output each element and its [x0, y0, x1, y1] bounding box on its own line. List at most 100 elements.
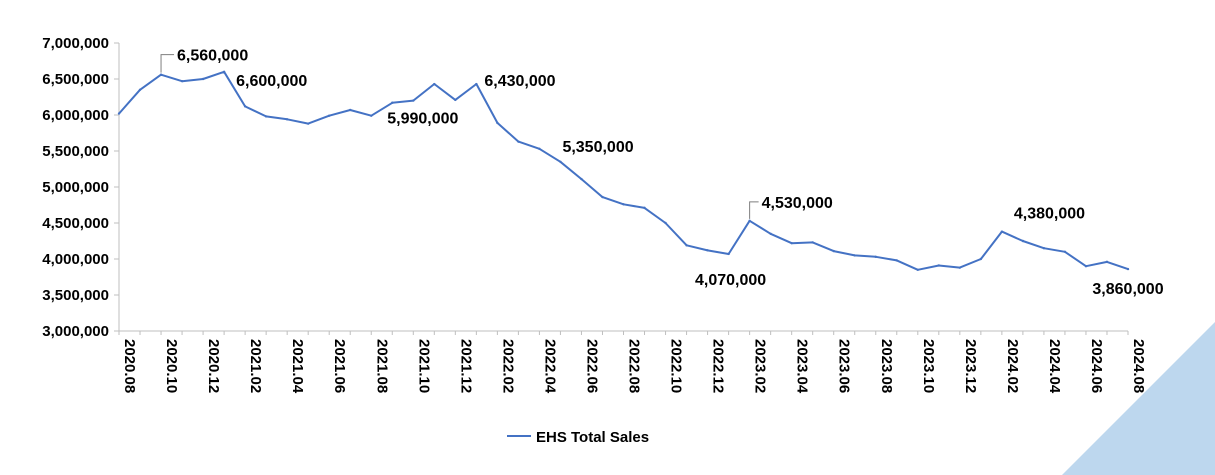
data-point: [243, 105, 247, 108]
y-tick-label: 6,500,000: [42, 71, 109, 88]
x-tick-label: 2022.02: [499, 339, 516, 393]
data-point: [538, 147, 541, 151]
data-labels: 6,560,000 6,600,000 5,990,000 6,430,000 5,35…: [160, 48, 1164, 298]
data-point: [685, 244, 688, 247]
x-tick-label: 2022.06: [583, 339, 600, 393]
data-point: [180, 79, 184, 83]
y-tick-label: 4,500,000: [42, 215, 109, 232]
data-point: [517, 140, 520, 143]
data-point: [475, 82, 478, 86]
data-point: [937, 264, 941, 267]
x-tick-label: 2021.08: [373, 339, 390, 393]
data-point: [264, 115, 268, 118]
data-point: [117, 112, 121, 115]
x-tick-label: 2021.02: [247, 339, 264, 393]
data-point: [328, 114, 331, 117]
data-point: [433, 82, 436, 86]
x-tick-label: 2023.08: [878, 339, 895, 393]
x-tick-label: 2024.02: [1004, 339, 1021, 393]
data-point: [138, 88, 142, 92]
data-point: [916, 268, 919, 271]
corner-decoration: [1062, 322, 1215, 475]
y-tick-label: 3,000,000: [42, 323, 109, 340]
x-tick-label: 2022.08: [626, 339, 643, 393]
y-tick-label: 5,000,000: [42, 179, 109, 196]
series-group: [117, 70, 1130, 271]
x-tick-label: 2022.04: [541, 339, 558, 394]
legend: EHS Total Sales: [507, 429, 649, 446]
data-label: 4,070,000: [695, 272, 766, 289]
data-point: [1042, 247, 1046, 250]
x-tick-label: 2024.06: [1088, 339, 1105, 393]
data-point: [748, 219, 751, 223]
y-tick-label: 6,000,000: [42, 107, 109, 124]
y-tick-label: 4,000,000: [42, 251, 109, 268]
data-point: [1063, 250, 1067, 253]
x-tick-label: 2023.02: [752, 339, 769, 393]
data-point: [769, 232, 772, 235]
x-tick-label: 2021.10: [415, 339, 432, 393]
data-point: [559, 160, 562, 163]
data-label: 6,600,000: [236, 73, 307, 90]
data-label: 4,530,000: [762, 195, 833, 212]
data-point: [1084, 265, 1088, 268]
x-tick-label: 2020.10: [163, 339, 180, 393]
data-point: [391, 101, 394, 104]
x-tick-label: 2022.10: [668, 339, 685, 393]
data-label: 4,380,000: [1014, 206, 1085, 223]
series-line-ehs-total-sales: [118, 70, 1129, 271]
leader-line: [160, 54, 175, 73]
data-point: [412, 99, 415, 102]
leader-line: [749, 201, 759, 219]
data-point: [496, 121, 499, 125]
x-tick-label: 2021.06: [331, 339, 348, 393]
x-tick-label: 2020.08: [121, 339, 138, 393]
data-point: [853, 254, 856, 257]
data-point: [1105, 260, 1109, 264]
data-label: 3,860,000: [1092, 281, 1163, 298]
x-axis: 2020.08 2020.10 2020.12 2021.02 2021.04 2021.…: [118, 330, 1147, 394]
data-point: [664, 221, 667, 225]
data-label: 5,350,000: [562, 139, 633, 156]
data-point: [285, 118, 289, 121]
y-tick-label: 3,500,000: [42, 287, 109, 304]
data-point: [1126, 267, 1130, 271]
x-tick-label: 2023.12: [962, 339, 979, 393]
data-point: [706, 249, 709, 252]
x-tick-label: 2022.12: [710, 339, 727, 393]
y-axis: 3,000,000 3,500,000 4,000,000 4,500,000 5,00…: [42, 35, 120, 340]
x-tick-label: 2024.08: [1130, 339, 1147, 393]
data-label: 6,430,000: [484, 73, 555, 90]
y-tick-label: 5,500,000: [42, 143, 109, 160]
data-point: [201, 77, 205, 81]
data-label: 5,990,000: [387, 111, 458, 128]
x-tick-label: 2024.04: [1046, 339, 1063, 394]
data-point: [832, 249, 835, 253]
data-point: [811, 241, 814, 244]
data-point: [643, 206, 646, 210]
data-point: [979, 257, 983, 261]
x-tick-label: 2021.04: [289, 339, 306, 394]
data-point: [580, 177, 583, 181]
x-tick-label: 2023.06: [836, 339, 853, 393]
data-point: [874, 255, 877, 259]
legend-label: EHS Total Sales: [536, 429, 649, 446]
x-tick-label: 2020.12: [205, 339, 222, 393]
y-tick-label: 7,000,000: [42, 35, 109, 52]
data-point: [895, 259, 898, 262]
data-point: [222, 70, 226, 74]
x-tick-label: 2023.10: [920, 339, 937, 393]
data-point: [958, 266, 962, 269]
data-point: [306, 122, 310, 125]
x-tick-label: 2023.04: [794, 339, 811, 394]
data-point: [454, 98, 457, 102]
data-point: [349, 108, 352, 112]
data-point: [370, 114, 373, 117]
data-point: [790, 241, 793, 245]
data-point: [727, 252, 730, 256]
data-point: [1021, 239, 1025, 243]
data-point: [622, 203, 625, 206]
data-point: [601, 195, 604, 199]
data-point: [159, 73, 163, 76]
